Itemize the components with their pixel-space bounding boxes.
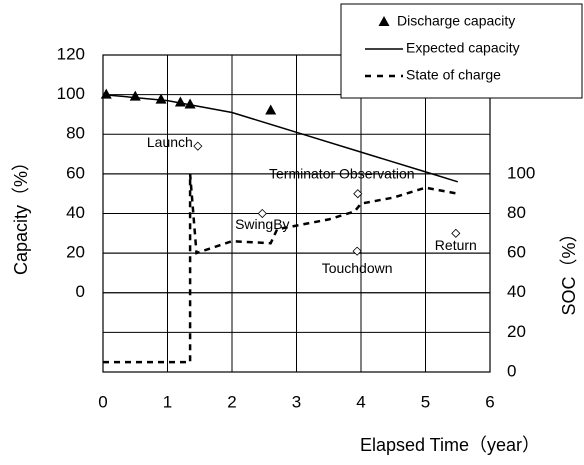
x-tick-label: 0 — [98, 392, 107, 411]
y-tick-label: 20 — [66, 243, 85, 262]
y2-tick-label: 60 — [507, 243, 526, 262]
plot-frame — [102, 54, 491, 373]
legend-label: Discharge capacity — [397, 13, 515, 29]
soc-line — [103, 173, 459, 364]
discharge-point — [100, 88, 112, 99]
x-tick-label: 2 — [227, 392, 236, 411]
discharge-point — [155, 93, 167, 104]
legend-box — [340, 3, 583, 99]
x-tick-label: 6 — [485, 392, 494, 411]
x-tick-label: 3 — [292, 392, 301, 411]
y-tick-label: 60 — [66, 163, 85, 182]
x-tick-label: 5 — [421, 392, 430, 411]
legend-symbol — [378, 16, 390, 26]
legend-label: Expected capacity — [406, 40, 520, 56]
legend-label: State of charge — [406, 67, 501, 83]
y2-tick-label: 20 — [507, 322, 526, 341]
x-tick-label: 1 — [163, 392, 172, 411]
y2-tick-label: 80 — [507, 203, 526, 222]
event-label: Touchdown — [322, 260, 393, 276]
event-marker — [353, 189, 363, 199]
event-marker — [193, 141, 203, 151]
discharge-point — [265, 104, 277, 115]
x-axis-title: Elapsed Time（year） — [360, 435, 540, 455]
y-tick-label: 0 — [76, 282, 85, 301]
expected-line — [102, 93, 459, 183]
y2-tick-label: 100 — [507, 163, 535, 182]
y2-tick-label: 40 — [507, 282, 526, 301]
event-marker — [451, 228, 461, 238]
event-label: Terminator Observation — [269, 165, 415, 181]
y-tick-label: 40 — [66, 203, 85, 222]
y2-tick-label: 0 — [507, 361, 516, 380]
y2-axis-title: SOC（%） — [559, 224, 579, 315]
y-tick-label: 80 — [66, 124, 85, 143]
y-tick-label: 120 — [57, 44, 85, 63]
discharge-point — [129, 90, 141, 101]
y-axis-title: Capacity（%） — [11, 153, 31, 275]
event-marker — [352, 246, 362, 256]
y-tick-label: 100 — [57, 84, 85, 103]
event-marker — [257, 208, 267, 219]
event-label: Launch — [147, 134, 193, 150]
x-tick-label: 4 — [356, 392, 365, 411]
event-label: Return — [435, 237, 477, 253]
event-label: SwingBy — [235, 216, 289, 232]
